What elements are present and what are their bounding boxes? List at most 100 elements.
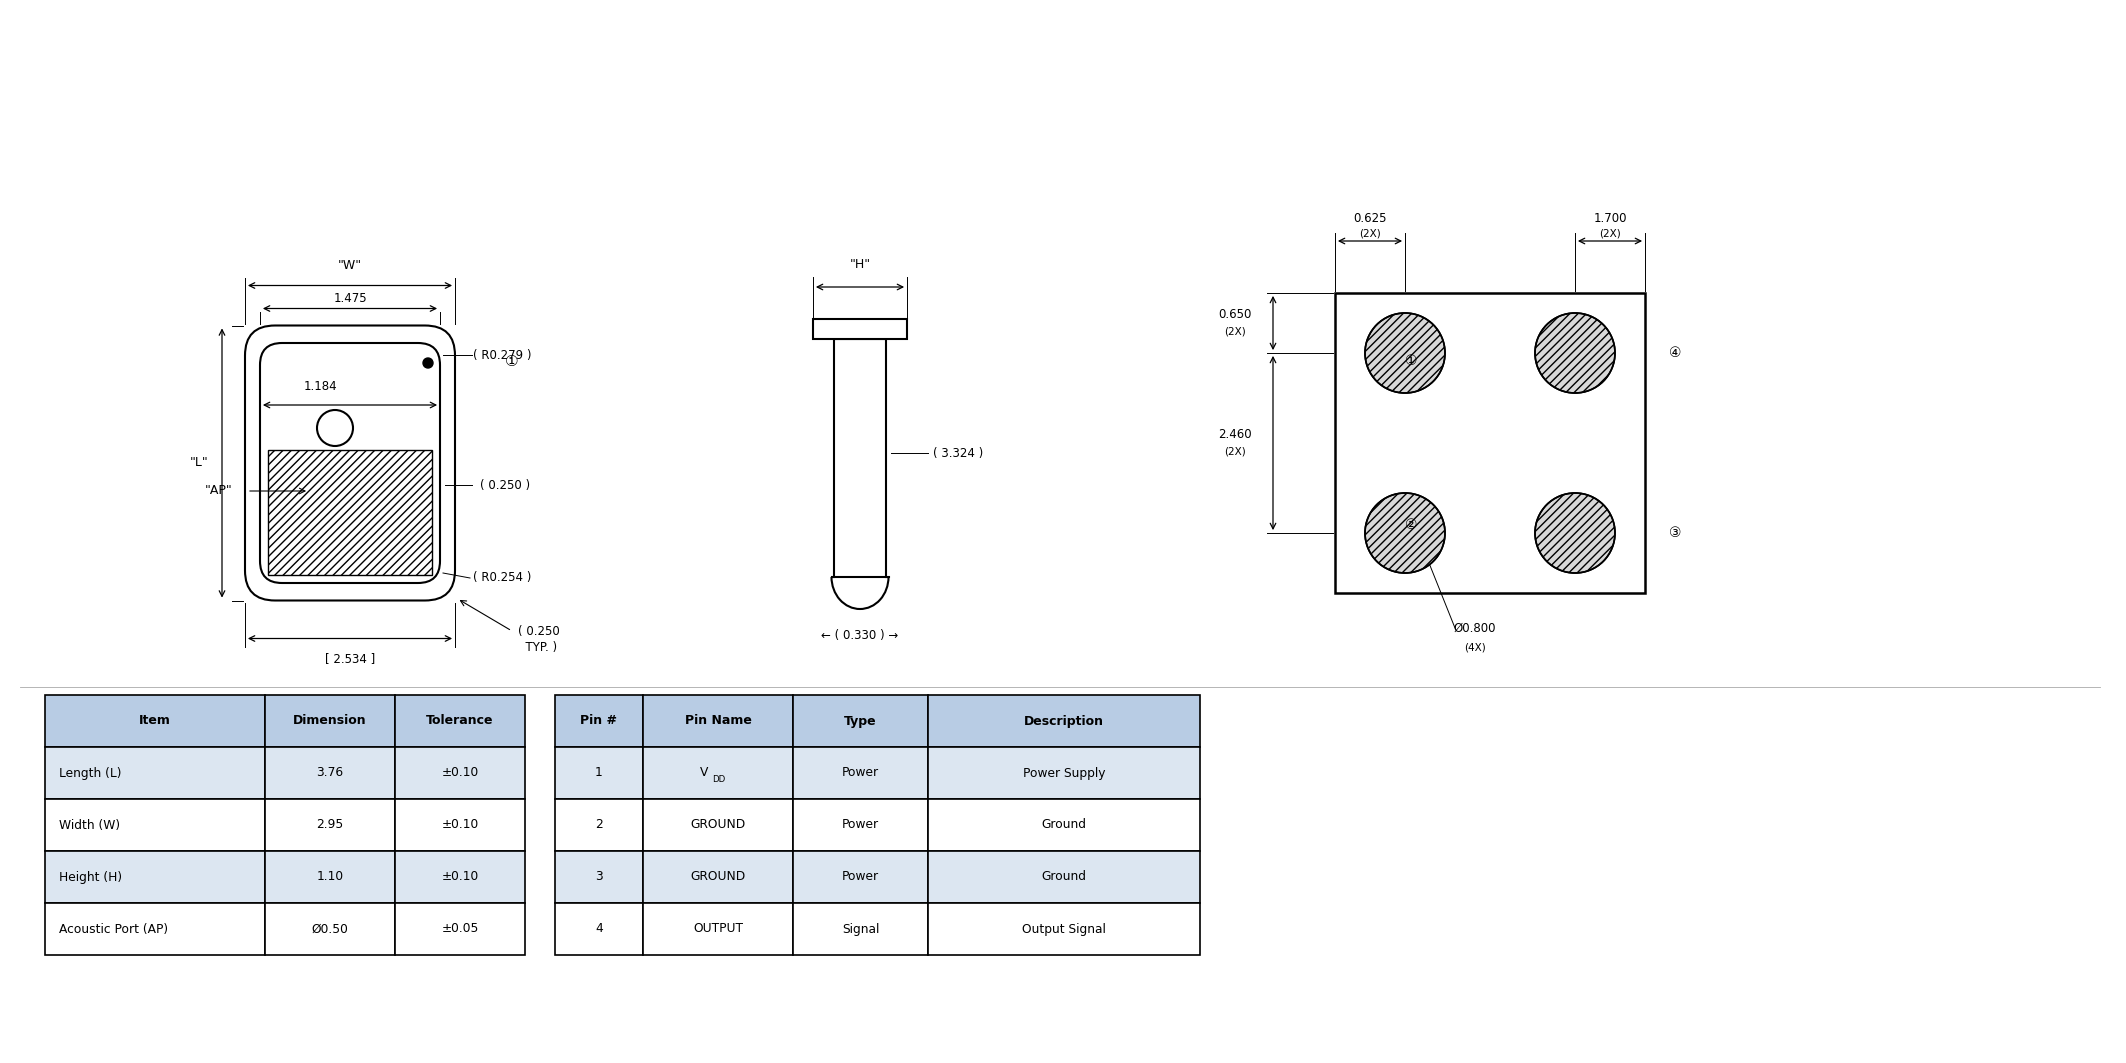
Text: Power: Power [842,766,878,779]
Bar [642,902,793,955]
Text: Power: Power [842,871,878,883]
Text: ±0.10: ±0.10 [442,819,478,831]
Text: OUTPUT: OUTPUT [693,923,742,935]
Bar [642,851,793,902]
Bar [793,902,929,955]
Circle shape [1535,493,1616,573]
Bar [45,695,266,747]
Text: 1.10: 1.10 [317,871,344,883]
Bar [45,747,266,799]
Bar [793,851,929,902]
Text: Power: Power [842,819,878,831]
Text: Pin #: Pin # [580,714,617,727]
Text: Pin Name: Pin Name [685,714,750,727]
Text: 4: 4 [595,923,604,935]
Text: (2X): (2X) [1225,446,1246,456]
Text: V: V [699,766,708,779]
Text: Ø0.50: Ø0.50 [313,923,349,935]
Text: Width (W): Width (W) [60,819,121,831]
Bar [793,695,929,747]
Text: Dimension: Dimension [293,714,368,727]
Bar [395,695,525,747]
Text: Ø0.800: Ø0.800 [1454,622,1497,635]
Text: ( 3.324 ): ( 3.324 ) [933,446,982,459]
Bar [266,851,395,902]
Bar [642,799,793,851]
Text: Type: Type [844,714,876,727]
Text: Acoustic Port (AP): Acoustic Port (AP) [60,923,168,935]
Bar [793,747,929,799]
Text: DD: DD [712,776,725,784]
Text: Description: Description [1025,714,1103,727]
FancyBboxPatch shape [259,343,440,583]
Circle shape [1535,313,1616,393]
Text: 3: 3 [595,871,604,883]
Bar [266,747,395,799]
Text: Tolerance: Tolerance [425,714,493,727]
Text: ← ( 0.330 ) →: ← ( 0.330 ) → [821,628,899,641]
Bar [45,851,266,902]
Text: ④: ④ [1669,345,1682,360]
Bar [929,695,1199,747]
Bar [45,799,266,851]
Bar [929,851,1199,902]
Circle shape [423,358,434,368]
Text: Ground: Ground [1042,819,1086,831]
Bar [395,902,525,955]
Circle shape [1365,493,1446,573]
Text: Output Signal: Output Signal [1023,923,1106,935]
Bar [266,799,395,851]
Text: "L": "L" [189,456,208,470]
Text: Ground: Ground [1042,871,1086,883]
Bar [555,799,642,851]
Text: Height (H): Height (H) [60,871,121,883]
Bar [833,339,887,577]
Bar [395,799,525,851]
Text: ②: ② [1405,518,1418,532]
Bar [812,319,908,339]
Text: 3.76: 3.76 [317,766,344,779]
Bar [793,799,929,851]
Text: [ 2.534 ]: [ 2.534 ] [325,652,374,665]
Bar [395,851,525,902]
Bar [395,747,525,799]
Text: ±0.05: ±0.05 [442,923,478,935]
Bar [1335,293,1646,593]
Bar [45,902,266,955]
Bar [929,799,1199,851]
Text: 1.700: 1.700 [1592,213,1626,225]
Text: GROUND: GROUND [691,871,746,883]
Text: Item: Item [138,714,170,727]
Text: (2X): (2X) [1599,229,1620,239]
Bar [266,902,395,955]
Text: ( R0.254 ): ( R0.254 ) [472,572,532,585]
Text: GROUND: GROUND [691,819,746,831]
Text: Signal: Signal [842,923,880,935]
Text: 2.460: 2.460 [1218,428,1252,441]
Text: ①: ① [1405,354,1418,368]
Text: ③: ③ [1669,526,1682,540]
Text: 2.95: 2.95 [317,819,344,831]
Bar [642,695,793,747]
Text: "AP": "AP" [206,485,234,497]
Text: 1: 1 [595,766,604,779]
Text: TYP. ): TYP. ) [519,641,557,655]
Text: 0.625: 0.625 [1354,213,1386,225]
Text: 0.650: 0.650 [1218,308,1252,321]
Bar [555,747,642,799]
Bar [555,902,642,955]
Bar [266,695,395,747]
Text: Power Supply: Power Supply [1023,766,1106,779]
Text: "H": "H" [850,258,870,271]
Text: Length (L): Length (L) [60,766,121,779]
Bar [268,451,432,575]
Text: ±0.10: ±0.10 [442,871,478,883]
FancyBboxPatch shape [244,325,455,601]
Text: ( 0.250 ): ( 0.250 ) [480,478,529,491]
Text: ( 0.250: ( 0.250 [519,624,559,638]
Text: ①: ① [506,354,519,369]
Text: (2X): (2X) [1359,229,1382,239]
Bar [555,695,642,747]
Bar [929,747,1199,799]
Text: 2: 2 [595,819,604,831]
